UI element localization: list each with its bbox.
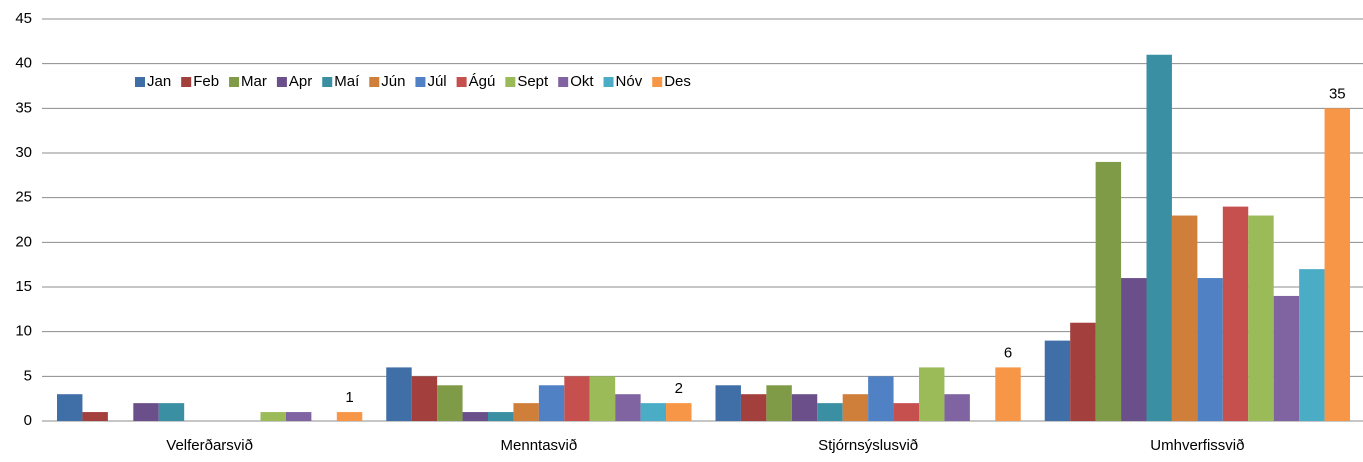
- bar: [666, 403, 692, 421]
- legend-label: Jan: [147, 73, 171, 90]
- bar: [791, 394, 818, 421]
- bar: [386, 367, 412, 421]
- y-tick-label: 40: [15, 55, 32, 72]
- data-label: 6: [1004, 344, 1012, 361]
- legend-swatch: [603, 77, 614, 87]
- x-tick-label: Menntasvið: [501, 437, 578, 454]
- bar: [1095, 161, 1122, 421]
- bar: [285, 412, 312, 421]
- legend-swatch: [505, 77, 516, 87]
- bar: [995, 367, 1021, 421]
- legend-label: Jún: [381, 73, 405, 90]
- y-tick-label: 20: [15, 233, 32, 250]
- bar: [1121, 278, 1147, 421]
- legend-label: Mar: [241, 73, 267, 90]
- bar: [842, 394, 869, 421]
- bar: [57, 394, 83, 421]
- bar: [589, 376, 616, 421]
- bar: [615, 394, 641, 421]
- y-tick-label: 5: [24, 367, 32, 384]
- bar: [1248, 215, 1274, 421]
- legend-swatch: [456, 77, 467, 87]
- legend-swatch: [181, 77, 192, 87]
- legend-swatch: [369, 77, 380, 87]
- bar: [1324, 108, 1350, 421]
- bar: [437, 385, 463, 421]
- bar: [488, 412, 514, 421]
- legend-label: Ágú: [469, 73, 496, 90]
- bar: [1070, 322, 1096, 421]
- data-label: 1: [345, 389, 353, 406]
- legend-label: Maí: [334, 73, 360, 90]
- bar: [1146, 54, 1172, 421]
- y-tick-label: 10: [15, 323, 32, 340]
- x-tick-label: Velferðarsvið: [166, 437, 253, 454]
- bar: [1197, 278, 1223, 421]
- bar: [158, 403, 185, 421]
- data-label: 35: [1329, 85, 1346, 102]
- bar: [513, 403, 539, 421]
- data-label: 2: [675, 380, 683, 397]
- legend-swatch: [652, 77, 663, 87]
- legend-label: Okt: [570, 73, 594, 90]
- x-tick-label: Umhverfissvið: [1150, 437, 1244, 454]
- bar: [82, 412, 108, 421]
- bar: [411, 376, 438, 421]
- legend-swatch: [135, 77, 145, 87]
- bar: [260, 412, 286, 421]
- bar: [1273, 295, 1300, 421]
- bar: [1044, 340, 1071, 421]
- bar: [336, 412, 363, 421]
- bar: [1171, 215, 1198, 421]
- legend-label: Feb: [193, 73, 219, 90]
- bar: [944, 394, 970, 421]
- legend-label: Des: [664, 73, 691, 90]
- y-tick-label: 35: [15, 99, 32, 116]
- bar: [1299, 269, 1325, 421]
- y-tick-label: 45: [15, 10, 32, 27]
- y-tick-label: 0: [24, 412, 32, 429]
- bar: [1222, 206, 1249, 421]
- legend-swatch: [322, 77, 333, 87]
- bar: [919, 367, 945, 421]
- legend-swatch: [415, 77, 426, 87]
- bar: [564, 376, 590, 421]
- bar: [133, 403, 159, 421]
- bar: [462, 412, 488, 421]
- legend-label: Nóv: [616, 73, 643, 90]
- legend-swatch: [276, 77, 287, 87]
- legend-label: Apr: [289, 73, 312, 90]
- y-tick-label: 30: [15, 144, 32, 161]
- bar: [817, 403, 843, 421]
- y-tick-label: 15: [15, 278, 32, 295]
- legend-label: Sept: [517, 73, 549, 90]
- bar: [640, 403, 667, 421]
- legend-label: Júl: [427, 73, 446, 90]
- bar: [868, 376, 894, 421]
- legend-swatch: [229, 77, 240, 87]
- x-tick-label: Stjórnsýslusvið: [818, 437, 918, 454]
- legend-swatch: [558, 77, 569, 87]
- bar: [538, 385, 565, 421]
- bar: [893, 403, 919, 421]
- bar: [766, 385, 792, 421]
- y-tick-label: 25: [15, 189, 32, 206]
- bar: [715, 385, 741, 421]
- bar: [740, 394, 767, 421]
